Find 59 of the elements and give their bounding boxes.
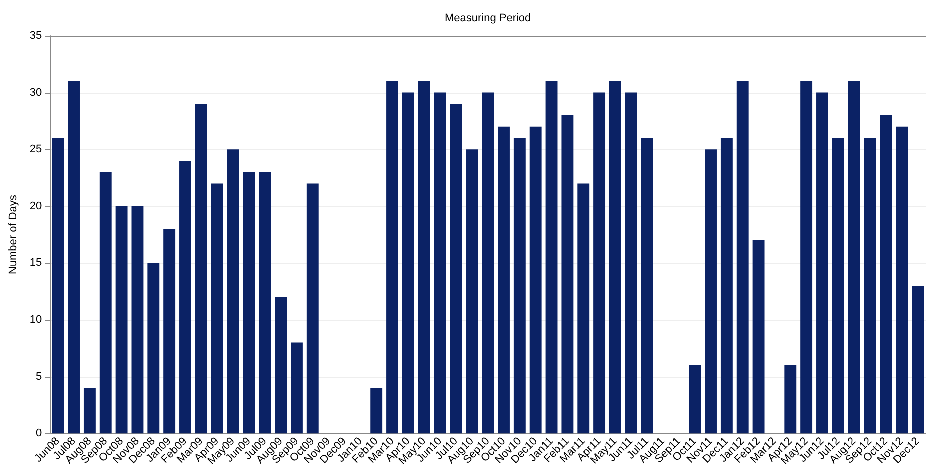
bar bbox=[546, 81, 558, 434]
bar bbox=[880, 116, 892, 434]
y-tick-label: 30 bbox=[30, 86, 42, 99]
bar bbox=[275, 297, 288, 434]
bar bbox=[68, 81, 80, 434]
bar bbox=[84, 388, 96, 434]
bar bbox=[306, 184, 319, 434]
y-tick-label: 25 bbox=[30, 144, 42, 156]
bar bbox=[100, 172, 112, 434]
bar bbox=[578, 184, 590, 434]
bar bbox=[609, 81, 622, 434]
bar bbox=[259, 172, 272, 434]
y-tick-label: 20 bbox=[30, 200, 42, 212]
bar bbox=[562, 116, 574, 434]
bar bbox=[370, 388, 383, 434]
bar bbox=[195, 104, 208, 434]
bar bbox=[816, 92, 828, 434]
bar bbox=[752, 240, 765, 434]
bar bbox=[211, 184, 224, 434]
bar bbox=[243, 172, 256, 434]
bar bbox=[736, 81, 749, 434]
y-tick-label: 5 bbox=[36, 370, 42, 383]
bar bbox=[912, 286, 924, 434]
y-tick-label: 15 bbox=[30, 257, 42, 270]
bar bbox=[832, 138, 844, 434]
bar bbox=[689, 365, 702, 434]
bar bbox=[530, 126, 542, 434]
y-tick-label: 0 bbox=[36, 428, 42, 440]
bar bbox=[800, 81, 813, 434]
bar bbox=[402, 92, 414, 434]
bar bbox=[450, 104, 462, 434]
bar bbox=[784, 365, 797, 434]
bar bbox=[386, 81, 398, 434]
bar bbox=[625, 92, 638, 434]
bar bbox=[514, 138, 526, 434]
bar bbox=[227, 150, 240, 434]
bar bbox=[896, 126, 908, 434]
y-axis-title: Number of Days bbox=[8, 194, 20, 275]
bar bbox=[52, 138, 64, 434]
bar bbox=[116, 206, 128, 434]
bar bbox=[594, 92, 606, 434]
bar bbox=[180, 160, 192, 434]
bar bbox=[848, 81, 860, 434]
bar bbox=[148, 263, 160, 434]
bar bbox=[641, 138, 654, 434]
bar bbox=[720, 138, 733, 434]
bar bbox=[164, 229, 176, 434]
bar bbox=[291, 342, 303, 434]
bar bbox=[418, 81, 430, 434]
bar bbox=[864, 138, 876, 434]
bar bbox=[466, 150, 478, 434]
bar bbox=[132, 206, 144, 434]
bar bbox=[498, 126, 510, 434]
bar bbox=[482, 92, 494, 434]
bar bbox=[434, 92, 446, 434]
y-tick-label: 35 bbox=[30, 30, 42, 42]
bar bbox=[705, 150, 717, 434]
x-axis-title: Measuring Period bbox=[444, 12, 532, 24]
y-tick-label: 10 bbox=[30, 314, 42, 326]
